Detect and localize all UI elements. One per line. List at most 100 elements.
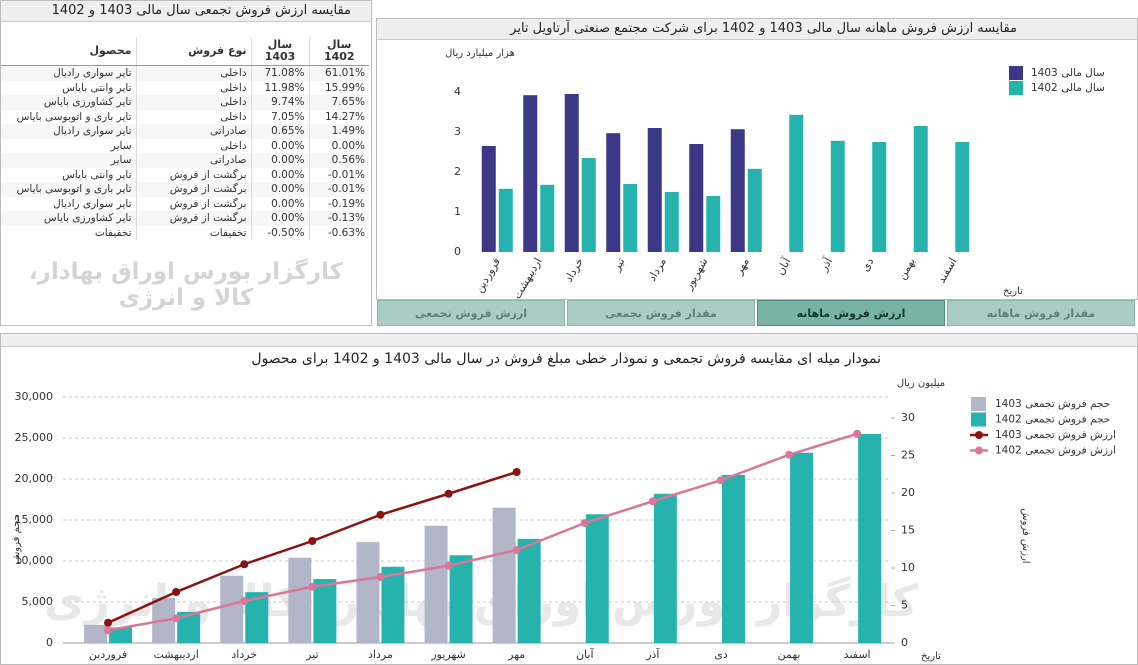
y2-axis-label: ارزش فروش (1020, 508, 1031, 563)
table-cell: 14.27% (308, 109, 369, 124)
x-tick-label: مرداد (645, 255, 669, 283)
table-row: تایر وانتی بایاس داخلی 11.98% 15.99% (1, 80, 369, 95)
column-header: نوع فروش (135, 37, 251, 66)
legend-swatch (1009, 66, 1023, 80)
y-tick-label: 5,000 (22, 595, 54, 608)
table-cell: -0.01% (308, 182, 369, 197)
bar (730, 129, 745, 252)
bar (789, 114, 804, 252)
point (240, 597, 249, 605)
bar (449, 555, 473, 643)
x-tick-label: اسفند (935, 256, 960, 286)
point (580, 519, 589, 527)
column-header: سال 1402 (308, 37, 369, 66)
table-cell: 0.00% (250, 211, 309, 226)
table-panel: مقایسه ارزش فروش تجمعی سال مالی 1403 و 1… (0, 0, 372, 326)
x-tick-label: تیر (609, 256, 627, 274)
tab[interactable]: مقدار فروش ماهانه (947, 300, 1135, 326)
y-tick-label: 1 (454, 205, 461, 218)
table-cell: 71.08% (250, 65, 309, 81)
tab[interactable]: مقدار فروش تجمعی (567, 300, 755, 326)
table-cell: 0.00% (250, 182, 309, 197)
chart-title: نمودار میله ای مقایسه فروش تجمعی و نمودا… (251, 351, 881, 367)
legend-label: سال مالی 1403 (1031, 67, 1105, 79)
bar (830, 140, 845, 252)
bar (481, 146, 496, 252)
y2-tick-label: 10 (901, 561, 915, 574)
panel-bar (1, 334, 1137, 347)
point (308, 537, 317, 545)
table-cell: 11.98% (250, 80, 309, 95)
table-cell: -0.01% (308, 167, 369, 182)
y-tick-label: 30,000 (15, 390, 54, 403)
table-header: محصول نوع فروش سال 1403 سال 1402 (1, 37, 369, 66)
table-title: مقایسه ارزش فروش تجمعی سال مالی 1403 و 1… (1, 1, 371, 22)
y2-tick-label: 15 (901, 524, 915, 537)
table-cell: تایر کشاورزی بایاس (43, 96, 132, 109)
x-axis-label: تاریخ (1003, 286, 1023, 297)
legend-swatch (975, 431, 983, 439)
cumulative-panel: نمودار میله ای مقایسه فروش تجمعی و نمودا… (0, 333, 1138, 665)
column-header: سال 1403 (250, 37, 309, 66)
bar (858, 433, 882, 643)
table-cell: سایر (110, 154, 132, 167)
table-cell: تایر وانتی بایاس (62, 81, 132, 94)
x-tick-label: آذر (645, 647, 660, 661)
x-tick-label: خرداد (231, 648, 257, 661)
tab[interactable]: ارزش فروش تجمعی (377, 300, 565, 326)
legend-label: حجم فروش تجمعی 1402 (995, 414, 1110, 426)
table-row: تایر کشاورزی بایاس برگشت از فروش 0.00% -0.1… (1, 211, 369, 226)
cumulative-chart: کارگزار بورس اوراق بهادار، کالا و انرژی0… (11, 378, 1116, 662)
x-tick-label: مرداد (368, 648, 393, 661)
x-tick-label: بهمن (778, 648, 801, 661)
x-tick-label: اسفند (844, 648, 871, 661)
y-axis-label: هزار میلیارد ریال (445, 48, 515, 59)
table-cell: داخلی (135, 65, 251, 81)
x-tick-label: دی (858, 255, 876, 273)
x-tick-label: اردیبهشت (153, 648, 198, 661)
bar (517, 538, 541, 643)
bar (523, 95, 538, 252)
y2-tick-label: 25 (901, 449, 915, 462)
table-cell: -0.63% (308, 225, 369, 240)
table-cell: 0.00% (250, 138, 309, 153)
bar (872, 142, 887, 252)
x-tick-label: بهمن (895, 256, 918, 282)
table-cell: تایر سواری رادیال (53, 197, 132, 210)
bar (498, 188, 513, 252)
watermark: کارگزار بورس اوراق بهادار، کالا و انرژی (28, 259, 344, 311)
y-tick-label: 10,000 (15, 554, 54, 567)
table-row: سایر صادراتی 0.00% 0.56% (1, 153, 369, 168)
table-cell: تخفیفات (135, 225, 251, 240)
chart-title: مقایسه ارزش فروش ماهانه سال مالی 1403 و … (377, 19, 1137, 40)
monthly-panel: مقایسه ارزش فروش ماهانه سال مالی 1403 و … (376, 18, 1138, 300)
table-cell: داخلی (135, 109, 251, 124)
table-cell: برگشت از فروش (135, 196, 251, 211)
monthly-chart: هزار میلیارد ریال تاریخ 0 1 2 3 4 فروردین اردیبه… (445, 48, 1105, 299)
point (444, 561, 453, 570)
table-cell: صادراتی (135, 153, 251, 168)
line (107, 432, 858, 632)
point (444, 489, 453, 498)
tab[interactable]: ارزش فروش ماهانه (757, 300, 945, 326)
bar (492, 507, 516, 643)
point (648, 497, 657, 506)
legend-swatch (975, 446, 983, 455)
x-tick-label: آبان (773, 254, 794, 277)
table-cell: 0.00% (250, 196, 309, 211)
table-cell: -0.19% (308, 196, 369, 211)
legend-swatch (1009, 81, 1023, 95)
y-tick-label: 15,000 (15, 513, 54, 526)
table-cell: -0.50% (250, 225, 309, 240)
bar (220, 575, 244, 643)
bar (245, 592, 269, 643)
bar (606, 133, 621, 252)
table-cell: -0.13% (308, 211, 369, 226)
table-row: تایر سواری رادیال برگشت از فروش 0.00% -0.19… (1, 196, 369, 211)
table-cell: 0.00% (250, 153, 309, 168)
legend-swatch (971, 397, 986, 411)
table-cell: 7.05% (250, 109, 309, 124)
table-cell: برگشت از فروش (135, 211, 251, 226)
y2-unit: میلیون ریال (897, 378, 945, 389)
